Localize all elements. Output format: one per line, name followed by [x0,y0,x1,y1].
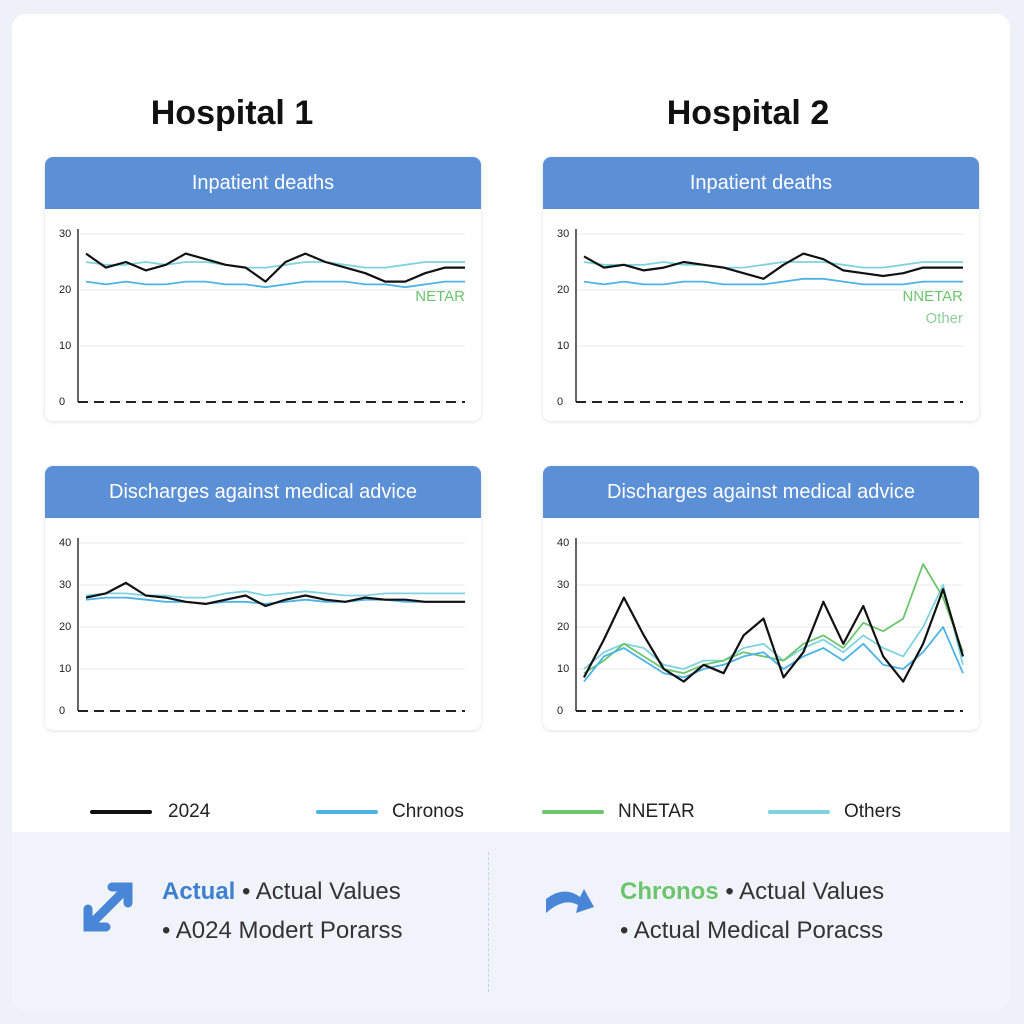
footer-text: Actual Medical Poracss [633,917,884,944]
y-tick-label: 40 [59,537,71,549]
annotation: NNETAR [902,288,963,305]
footer-block: Actual • Actual Values • A024 Modert Pora… [162,878,403,944]
legend-item: Chronos [316,800,464,824]
legend-item: Others [768,800,901,824]
panel-title: Inpatient deaths [543,157,979,209]
y-tick-label: 40 [557,537,569,549]
footer-block: Chronos • Actual Values • Actual Medical … [620,878,885,944]
divider [488,852,489,992]
y-tick-label: 0 [557,705,563,717]
y-tick-label: 10 [557,340,569,352]
line-series [85,261,465,269]
column-title: Hospital 1 [150,94,314,132]
line-series [85,252,465,283]
legend-swatch [90,810,152,814]
y-tick-label: 30 [557,579,569,591]
y-tick-label: 10 [59,340,71,352]
line-series [583,277,963,286]
card: Hospital 1 Hospital 2 Inpatient deaths 0 1… [12,14,1010,1010]
legend-swatch [542,810,604,814]
legend-item: NNETAR [542,800,695,824]
y-tick-label: 0 [59,396,65,408]
y-tick-label: 10 [557,663,569,675]
line-series [583,626,964,683]
panel-title: Discharges against medical advice [45,466,481,518]
line-series [583,261,963,269]
y-tick-label: 30 [557,228,569,240]
y-tick-label: 0 [557,396,563,408]
line-series [85,581,465,608]
footer-label: Chronos [620,878,719,905]
footer-label: Actual [162,878,236,905]
panel-title: Discharges against medical advice [543,466,979,518]
legend-item: 2024 [90,800,210,824]
y-tick-label: 20 [557,621,569,633]
icon [83,882,133,932]
footer-text: Actual Values [739,878,885,905]
line-series [583,563,964,675]
legend-label: Chronos [392,801,464,822]
y-tick-label: 10 [59,663,71,675]
chart: 0 10 20 30 40 [557,537,965,717]
chart: 0 10 20 30 NNETAR Other [557,228,963,408]
legend-swatch [316,810,378,814]
line-series [583,584,964,670]
legend-label: 2024 [168,801,211,822]
y-tick-label: 30 [59,579,71,591]
line-series [583,588,965,683]
footer-text: Actual Values [255,878,401,905]
footer: Actual • Actual Values • A024 Modert Pora… [12,832,1010,1010]
panel-title: Inpatient deaths [45,157,481,209]
y-tick-label: 30 [59,228,71,240]
annotation: NETAR [415,288,465,305]
legend-label: NNETAR [618,801,695,822]
column-title: Hospital 2 [666,94,830,132]
legend: 2024 Chronos NNETAR Others [12,800,1010,824]
chart: 0 10 20 30 NETAR [59,228,465,408]
annotation: Other [925,310,963,327]
panel: Inpatient deaths 0 10 20 30 NNETAR Other [543,157,979,421]
panel: Inpatient deaths 0 10 20 30 NETAR [45,157,481,421]
y-tick-label: 20 [59,284,71,296]
panel: Discharges against medical advice 0 10 20 30… [45,466,481,730]
line-series [583,252,963,280]
legend-swatch [768,810,830,814]
footer-text: A024 Modert Porarss [175,917,403,944]
y-tick-label: 20 [557,284,569,296]
y-tick-label: 0 [59,705,65,717]
y-tick-label: 20 [59,621,71,633]
icon [546,889,594,913]
chart: 0 10 20 30 40 [59,537,465,717]
line-series [85,280,465,289]
legend-label: Others [844,801,902,822]
panel: Discharges against medical advice 0 10 20 30… [543,466,979,730]
